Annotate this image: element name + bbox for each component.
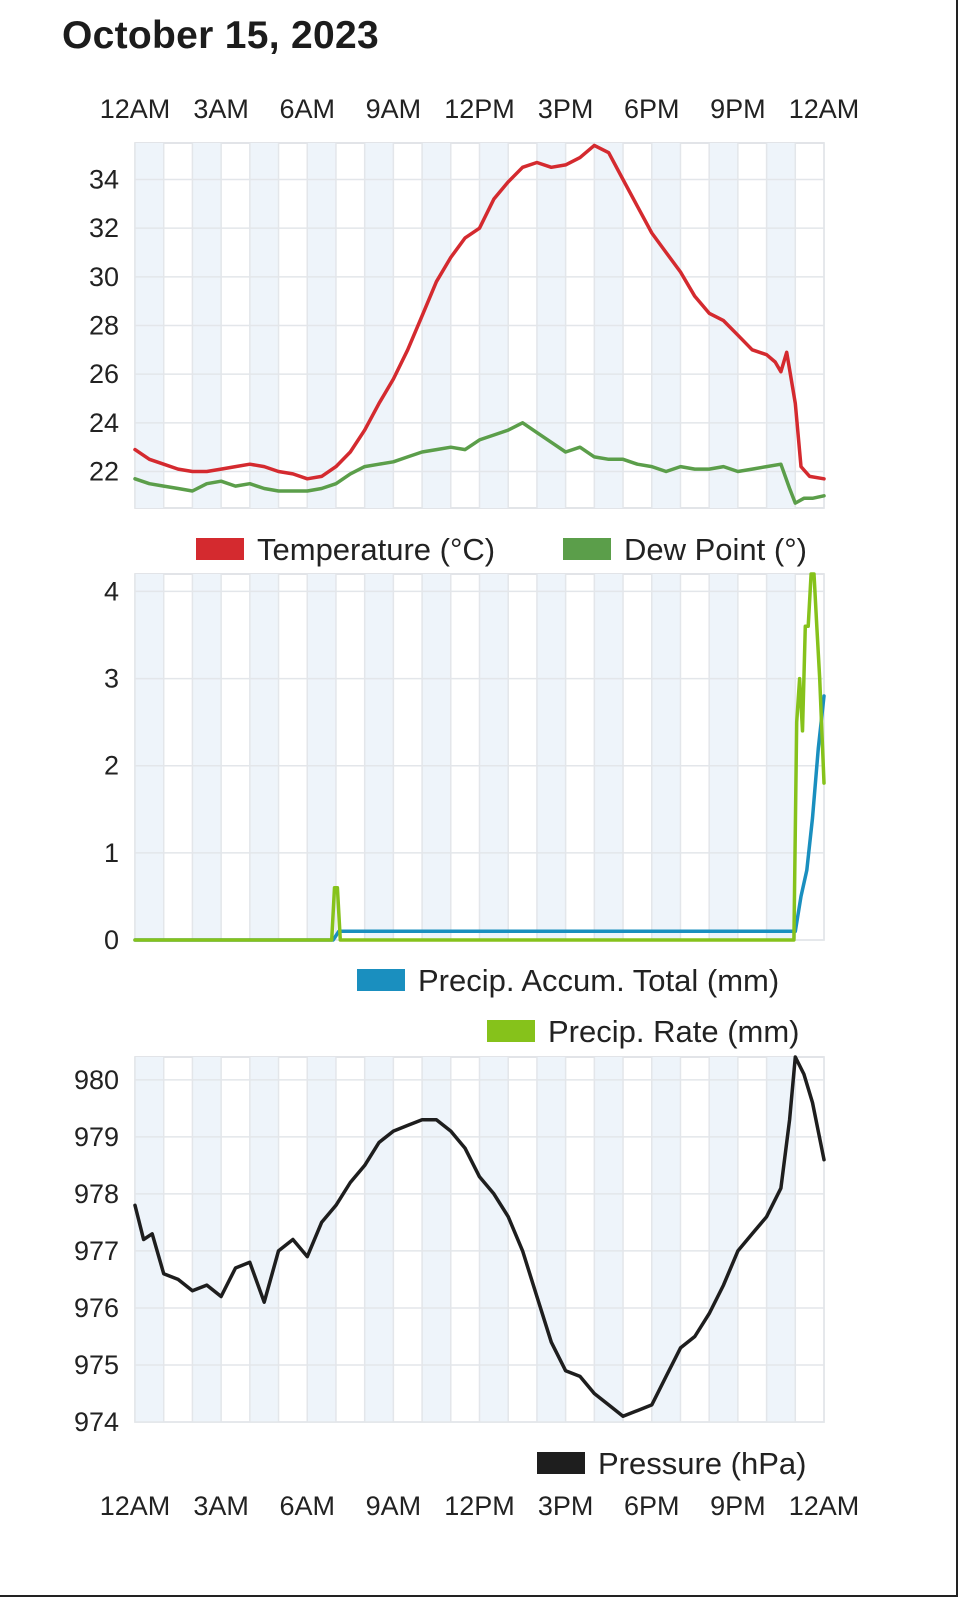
legend-swatch <box>357 969 405 991</box>
x-tick-label: 12AM <box>100 1491 171 1521</box>
y-tick-label: 980 <box>74 1065 119 1095</box>
x-tick-label: 3PM <box>538 94 594 124</box>
hour-band <box>479 574 509 940</box>
x-tick-label: 6AM <box>279 94 335 124</box>
hour-band <box>479 1057 509 1422</box>
hour-band <box>307 1057 336 1422</box>
y-tick-label: 975 <box>74 1350 119 1380</box>
y-tick-label: 28 <box>89 311 119 341</box>
y-tick-label: 32 <box>89 213 119 243</box>
x-tick-label: 9PM <box>710 1491 766 1521</box>
x-tick-label: 12PM <box>444 1491 515 1521</box>
legend-label: Precip. Accum. Total (mm) <box>418 963 779 998</box>
y-tick-label: 978 <box>74 1179 119 1209</box>
hour-band <box>766 574 796 940</box>
hour-band <box>422 1057 451 1422</box>
hour-band <box>651 1057 681 1422</box>
legend-label: Pressure (hPa) <box>598 1446 806 1481</box>
hour-band <box>135 574 164 940</box>
x-axis-top: 12AM 3AM 6AM 9AM 12PM 3PM 6PM 9PM 12AM <box>100 94 860 124</box>
legend-swatch <box>563 538 611 560</box>
y-tick-label: 22 <box>89 457 119 487</box>
hour-band <box>364 574 394 940</box>
x-tick-label: 6PM <box>624 94 680 124</box>
series-line-precipitation-0 <box>133 694 826 942</box>
page-title: October 15, 2023 <box>62 14 379 57</box>
chart-precipitation: 0 1 2 3 4 Precip. Accum. Total (mm) Precip. Ra… <box>104 572 826 1049</box>
x-tick-label: 12AM <box>789 94 860 124</box>
legend-label: Precip. Rate (mm) <box>548 1014 799 1049</box>
series-line-temperature-dewpoint-1 <box>133 421 826 505</box>
legend-swatch <box>196 538 244 560</box>
x-tick-label: 12PM <box>444 94 515 124</box>
hour-band <box>536 574 566 940</box>
series-line-precipitation-1 <box>133 572 826 942</box>
x-tick-label: 9AM <box>366 94 422 124</box>
hour-band <box>709 574 738 940</box>
legend-label: Dew Point (°) <box>624 532 807 567</box>
y-tick-label: 4 <box>104 576 119 606</box>
hour-band <box>192 1057 222 1422</box>
hour-band <box>594 1057 624 1422</box>
y-tick-label: 979 <box>74 1122 119 1152</box>
chart-pressure: 974 975 976 977 978 979 980 Pressure (hPa) <box>74 1055 826 1481</box>
x-tick-label: 6PM <box>624 1491 680 1521</box>
hour-band <box>594 574 624 940</box>
y-tick-label: 24 <box>89 408 119 438</box>
hour-band <box>536 1057 566 1422</box>
x-tick-label: 3AM <box>193 1491 249 1521</box>
y-tick-label: 974 <box>74 1407 119 1437</box>
y-tick-label: 30 <box>89 262 119 292</box>
hour-band <box>422 574 451 940</box>
x-axis-bottom: 12AM 3AM 6AM 9AM 12PM 3PM 6PM 9PM 12AM <box>100 1491 860 1521</box>
y-tick-label: 976 <box>74 1293 119 1323</box>
legend-label: Temperature (°C) <box>257 532 495 567</box>
y-tick-label: 1 <box>104 838 119 868</box>
legend-swatch <box>487 1020 535 1042</box>
hour-band <box>651 574 681 940</box>
x-tick-label: 6AM <box>279 1491 335 1521</box>
hour-band <box>364 1057 394 1422</box>
hour-band <box>249 574 279 940</box>
legend-swatch <box>537 1452 585 1474</box>
series-line-pressure-0 <box>133 1055 826 1419</box>
y-tick-label: 2 <box>104 751 119 781</box>
x-tick-label: 12AM <box>100 94 171 124</box>
y-tick-label: 34 <box>89 165 119 195</box>
x-tick-label: 3AM <box>193 94 249 124</box>
y-tick-label: 977 <box>74 1236 119 1266</box>
series-line-temperature-dewpoint-0 <box>133 143 826 481</box>
legend-pressure: Pressure (hPa) <box>537 1446 806 1481</box>
y-tick-label: 26 <box>89 359 119 389</box>
x-tick-label: 9AM <box>366 1491 422 1521</box>
x-tick-label: 3PM <box>538 1491 594 1521</box>
x-tick-label: 12AM <box>789 1491 860 1521</box>
legend-temperature-dewpoint: Temperature (°C) Dew Point (°) <box>196 532 807 567</box>
hour-band <box>249 1057 279 1422</box>
hour-band <box>135 1057 164 1422</box>
hour-band <box>709 1057 738 1422</box>
legend-precipitation: Precip. Accum. Total (mm) Precip. Rate (m… <box>357 963 799 1049</box>
chart-temperature-dewpoint: 22 24 26 28 30 32 34 Temperature (°C) Dew Point … <box>89 142 826 567</box>
hour-band <box>307 574 336 940</box>
y-tick-label: 0 <box>104 925 119 955</box>
x-tick-label: 9PM <box>710 94 766 124</box>
hour-band <box>192 574 222 940</box>
y-tick-label: 3 <box>104 664 119 694</box>
